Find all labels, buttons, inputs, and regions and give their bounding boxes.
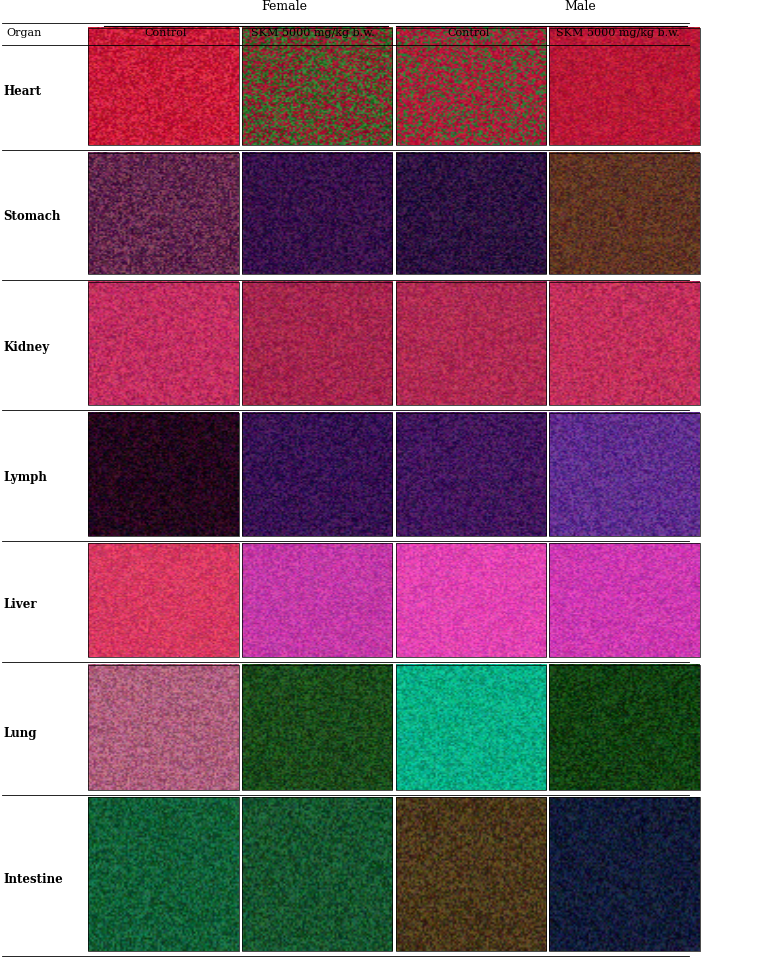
Bar bbox=[549, 154, 700, 275]
Bar bbox=[242, 544, 392, 657]
Text: Stomach: Stomach bbox=[3, 209, 61, 223]
Bar bbox=[396, 154, 546, 275]
Bar bbox=[549, 665, 700, 790]
Bar bbox=[242, 413, 392, 536]
Text: Intestine: Intestine bbox=[3, 873, 63, 886]
Bar bbox=[396, 283, 546, 406]
Bar bbox=[242, 798, 392, 951]
Bar bbox=[396, 29, 546, 146]
Text: Lymph: Lymph bbox=[3, 471, 47, 484]
Bar bbox=[242, 283, 392, 406]
Bar bbox=[88, 544, 239, 657]
Bar bbox=[88, 413, 239, 536]
Text: SKM 5000 mg/kg b.w.: SKM 5000 mg/kg b.w. bbox=[556, 29, 680, 38]
Bar bbox=[242, 154, 392, 275]
Bar bbox=[242, 665, 392, 790]
Text: Organ: Organ bbox=[6, 29, 41, 38]
Bar bbox=[242, 29, 392, 146]
Text: Female: Female bbox=[261, 0, 307, 13]
Bar bbox=[396, 544, 546, 657]
Text: SKM 5000 mg/kg b.w.: SKM 5000 mg/kg b.w. bbox=[251, 29, 376, 38]
Bar bbox=[549, 413, 700, 536]
Bar bbox=[396, 665, 546, 790]
Text: Male: Male bbox=[564, 0, 596, 13]
Bar bbox=[396, 798, 546, 951]
Bar bbox=[88, 798, 239, 951]
Bar bbox=[549, 798, 700, 951]
Bar bbox=[549, 283, 700, 406]
Bar bbox=[396, 413, 546, 536]
Bar bbox=[549, 29, 700, 146]
Text: Control: Control bbox=[447, 29, 490, 38]
Bar bbox=[88, 154, 239, 275]
Text: Lung: Lung bbox=[3, 727, 37, 740]
Bar bbox=[549, 544, 700, 657]
Text: Control: Control bbox=[144, 29, 187, 38]
Bar bbox=[88, 283, 239, 406]
Bar bbox=[88, 665, 239, 790]
Text: Kidney: Kidney bbox=[3, 340, 49, 354]
Text: Heart: Heart bbox=[3, 85, 41, 98]
Bar bbox=[88, 29, 239, 146]
Text: Liver: Liver bbox=[3, 598, 37, 611]
